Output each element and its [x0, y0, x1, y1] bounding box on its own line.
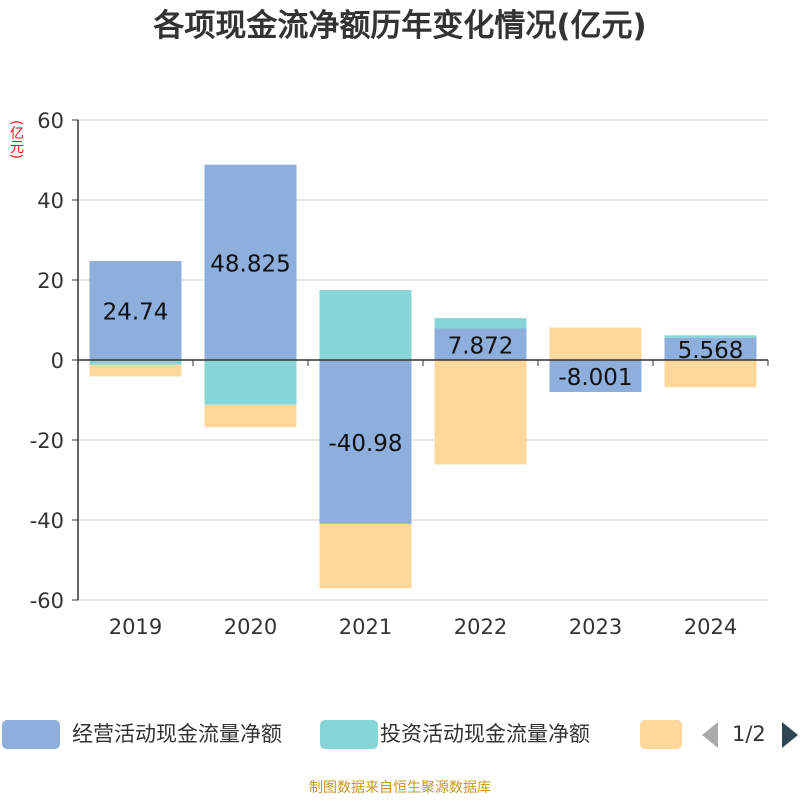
bar-series3-2024: [664, 360, 757, 388]
legend-swatch-financing: [640, 720, 682, 749]
y-tick-label: 0: [51, 349, 64, 373]
bar-series3-2019: [89, 364, 182, 377]
x-tick-label: 2020: [224, 615, 277, 639]
legend-page-indicator: 1/2: [732, 722, 766, 746]
legend-item-operating[interactable]: 经营活动现金流量净额: [0, 716, 310, 752]
bar-series1-2021: [319, 360, 412, 524]
y-tick-label: -40: [30, 509, 64, 533]
bar-series2-2024: [664, 335, 757, 338]
legend-item-investing[interactable]: 投资活动现金流量净额: [318, 716, 628, 752]
data-label: -8.001: [558, 365, 632, 391]
data-label: 48.825: [210, 251, 290, 277]
bar-series3-2022: [434, 360, 527, 465]
x-tick-label: 2024: [684, 615, 737, 639]
legend: 经营活动现金流量净额 投资活动现金流量净额 1/2: [0, 716, 800, 752]
x-tick-label: 2021: [339, 615, 392, 639]
y-tick-label: -20: [30, 429, 64, 453]
y-tick-label: 60: [37, 109, 64, 133]
legend-label-operating: 经营活动现金流量净额: [72, 722, 282, 746]
x-tick-label: 2019: [109, 615, 162, 639]
y-tick-label: -60: [30, 589, 64, 613]
data-label: 24.74: [103, 300, 169, 326]
x-tick-label: 2022: [454, 615, 507, 639]
data-label: 7.872: [448, 333, 514, 359]
legend-swatch-investing: [320, 720, 378, 749]
bar-series1-2024: [664, 337, 757, 360]
chart-title: 各项现金流净额历年变化情况(亿元): [153, 8, 647, 44]
bar-series2-2022: [434, 318, 527, 329]
legend-label-investing: 投资活动现金流量净额: [380, 722, 590, 746]
legend-pager: 1/2: [702, 720, 800, 750]
bar-series1-2022: [434, 328, 527, 360]
data-label: -40.98: [328, 431, 402, 457]
bar-series3-2020: [204, 404, 297, 428]
legend-swatch-operating: [2, 720, 60, 749]
chart-plot: 60 40 20 0 -20 -40 -60 24.74 48.825 -40.98 7.872 -8…: [30, 109, 769, 639]
source-note: 制图数据来自恒生聚源数据库: [309, 780, 491, 796]
bar-series2-2019: [89, 360, 182, 365]
bar-series1-2023: [549, 360, 642, 393]
bar-series2-2020: [204, 360, 297, 405]
bar-series1-2020: [204, 164, 297, 360]
legend-next-icon[interactable]: [782, 722, 798, 748]
y-axis-unit: (亿元): [8, 120, 24, 159]
bar-series2-2021: [319, 290, 412, 360]
bar-series3-2021: [319, 523, 412, 589]
x-tick-label: 2023: [569, 615, 622, 639]
y-tick-label: 20: [37, 269, 64, 293]
bar-series3-2023: [549, 327, 642, 360]
bar-series1-2019: [89, 261, 182, 360]
y-tick-label: 40: [37, 189, 64, 213]
legend-item-financing[interactable]: [640, 716, 700, 752]
legend-prev-icon[interactable]: [702, 722, 718, 748]
